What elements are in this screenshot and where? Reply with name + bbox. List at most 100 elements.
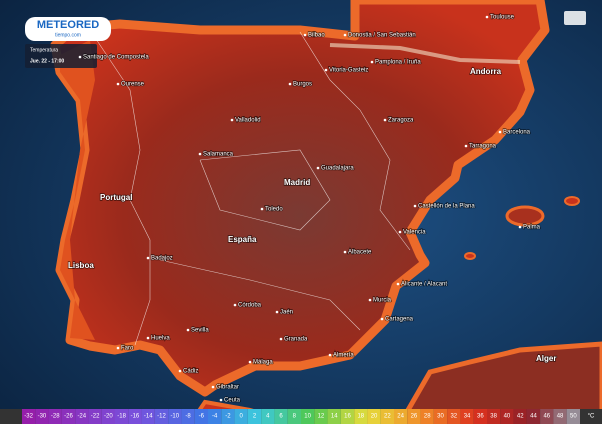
legend-label: 0 xyxy=(240,414,244,420)
city-label: Barcelona xyxy=(503,130,531,136)
legend-swatch xyxy=(261,409,275,424)
city-label: Portugal xyxy=(100,193,132,202)
legend-swatch xyxy=(380,409,394,424)
legend-label: 24 xyxy=(397,414,404,420)
legend-swatch xyxy=(287,409,301,424)
city-label: Sevilla xyxy=(191,328,209,334)
legend-label: -2 xyxy=(225,414,231,420)
city-dot xyxy=(343,250,347,254)
city-label: Granada xyxy=(284,337,308,343)
legend-label: 40 xyxy=(504,414,511,420)
legend-swatch xyxy=(566,409,580,424)
legend-swatch xyxy=(128,409,142,424)
legend-swatch xyxy=(194,409,208,424)
city-label: Gibraltar xyxy=(216,385,239,391)
legend-label: 6 xyxy=(279,414,283,420)
city-dot xyxy=(230,118,234,122)
legend-label: -20 xyxy=(104,414,113,420)
city-label: Guadalajara xyxy=(321,166,354,172)
city-label: Alger xyxy=(536,354,556,363)
city-dot xyxy=(78,55,82,59)
legend-swatch xyxy=(433,409,448,424)
site: tiempo.com xyxy=(55,32,81,38)
menu-button[interactable] xyxy=(564,11,586,25)
legend-label: 50 xyxy=(570,414,577,420)
legend-swatch xyxy=(247,409,262,424)
city-dot xyxy=(178,369,182,373)
legend-swatch xyxy=(22,409,36,424)
legend-swatch xyxy=(221,409,235,424)
legend-label: -26 xyxy=(64,414,73,420)
legend-label: 42 xyxy=(517,414,524,420)
city-label: Zaragoza xyxy=(388,118,414,124)
legend-label: -18 xyxy=(117,414,126,420)
city-label: Huelva xyxy=(151,336,170,342)
legend-label: 48 xyxy=(557,414,564,420)
legend-swatch xyxy=(526,409,541,424)
legend-swatch xyxy=(208,409,222,424)
legend-label: -10 xyxy=(170,414,179,420)
city-label: Valencia xyxy=(403,230,426,236)
city-dot xyxy=(260,207,264,211)
city-dot xyxy=(303,33,307,37)
city-label: Ceuta xyxy=(224,398,241,404)
legend-label: 22 xyxy=(384,414,391,420)
legend-swatch xyxy=(367,409,381,424)
city-dot xyxy=(248,360,252,364)
legend-label: 28 xyxy=(424,414,431,420)
city-label: Salamanca xyxy=(203,152,234,158)
legend-swatch xyxy=(553,409,567,424)
legend-label: -16 xyxy=(131,414,140,420)
legend-label: -32 xyxy=(24,414,33,420)
city-dot xyxy=(413,204,417,208)
city-label: Vitoria-Gasteiz xyxy=(329,68,368,74)
legend-swatch xyxy=(447,409,461,424)
city-dot xyxy=(146,336,150,340)
legend-label: 16 xyxy=(344,414,351,420)
legend-label: 12 xyxy=(318,414,325,420)
city-label: Burgos xyxy=(293,82,312,88)
legend-swatch xyxy=(513,409,527,424)
city-label: Ourense xyxy=(121,82,145,88)
legend-label: 44 xyxy=(530,414,537,420)
legend-label: -28 xyxy=(51,414,60,420)
city-label: Tarragona xyxy=(469,144,497,150)
legend-label: -22 xyxy=(91,414,100,420)
legend-swatch xyxy=(35,409,49,424)
city-dot xyxy=(116,82,120,86)
city-dot xyxy=(275,310,279,314)
city-label: Valladolid xyxy=(235,118,261,124)
legend-label: -6 xyxy=(199,414,205,420)
legend: -32 -30 -28 -26 -24 -22 -20 -18 -16 -14 -12 -10 -8 -6… xyxy=(0,409,602,424)
city-label: Pamplona / Iruña xyxy=(375,60,421,66)
legend-label: -14 xyxy=(144,414,153,420)
legend-swatch xyxy=(354,409,368,424)
city-dot xyxy=(219,398,223,402)
city-dot xyxy=(396,282,400,286)
legend-swatch xyxy=(75,409,89,424)
legend-label: 4 xyxy=(266,414,270,420)
legend-swatch xyxy=(487,409,501,424)
city-label: Faro xyxy=(121,346,134,352)
city-dot xyxy=(233,303,237,307)
city-label: Murcia xyxy=(373,298,392,304)
logo[interactable]: METEORED tiempo.com xyxy=(25,17,111,41)
city-dot xyxy=(498,130,502,134)
legend-unit: °C xyxy=(588,414,595,420)
legend-swatch xyxy=(394,409,408,424)
legend-label: -30 xyxy=(38,414,47,420)
info-box: Temperatura Jue. 22 - 17:00 xyxy=(25,44,97,68)
city-label: Andorra xyxy=(470,67,502,76)
city-dot xyxy=(518,225,522,229)
legend-swatch xyxy=(540,409,554,424)
city-dot xyxy=(383,118,387,122)
legend-label: 10 xyxy=(304,414,311,420)
city-dot xyxy=(116,346,120,350)
legend-swatch xyxy=(301,409,315,424)
city-dot xyxy=(288,82,292,86)
legend-label: -8 xyxy=(185,414,191,420)
legend-swatch xyxy=(420,409,434,424)
legend-label: 14 xyxy=(331,414,338,420)
city-label: Lisboa xyxy=(68,261,94,270)
legend-swatch xyxy=(460,409,474,424)
